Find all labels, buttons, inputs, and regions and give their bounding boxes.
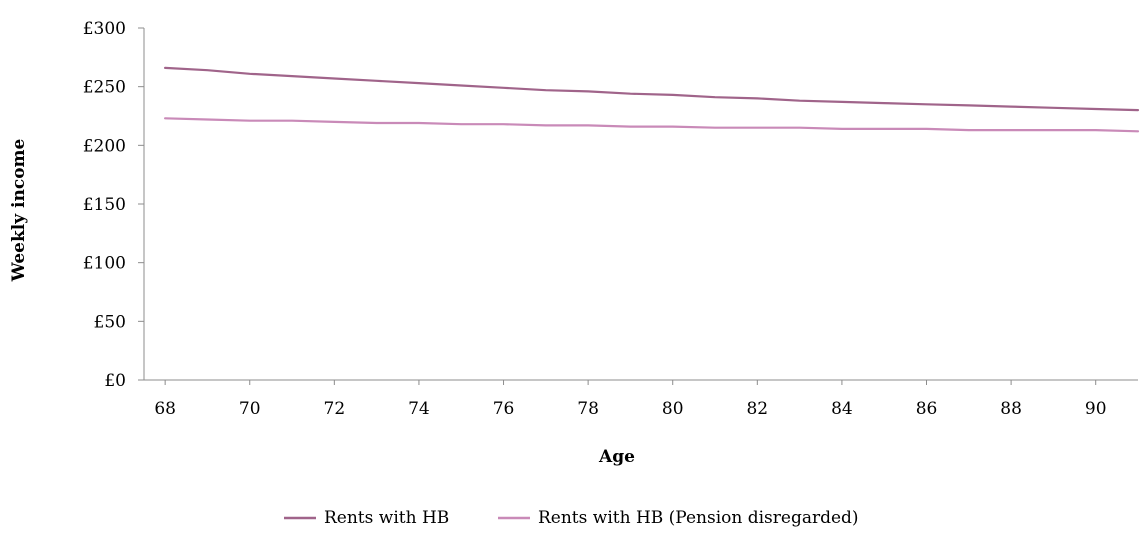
x-axis-title: Age [598,447,635,467]
x-tick-label: 68 [154,399,176,419]
y-tick-label: £50 [94,312,126,332]
series-line-1 [164,66,1140,112]
y-tick-label: £100 [83,254,126,274]
y-tick-label: £200 [83,136,126,156]
ticks-layer: £0 £50 £100 £150 £200 £250 £300 68 70 72 74 76 78 80 8… [83,19,1138,419]
x-tick-label: 78 [577,399,599,419]
legend-label-2: Rents with HB (Pension disregarded) [538,508,859,528]
y-axis-title: Weekly income [9,138,29,282]
x-tick-label: 80 [662,399,684,419]
x-tick-label: 82 [746,399,768,419]
series-layer [164,66,1140,133]
x-tick-label: 70 [239,399,261,419]
legend-label-1: Rents with HB [324,508,449,528]
y-tick-label: £300 [83,19,126,39]
x-tick-label: 84 [831,399,853,419]
x-tick-label: 72 [324,399,346,419]
x-tick-label: 90 [1085,399,1107,419]
x-tick-label: 74 [408,399,430,419]
legend: Rents with HB Rents with HB (Pension disr… [284,508,859,528]
x-tick-label: 76 [493,399,515,419]
y-tick-label: £150 [83,195,126,215]
x-tick-label: 88 [1000,399,1022,419]
x-tick-label: 86 [916,399,938,419]
series-line-2 [164,117,1140,133]
y-tick-label: £0 [104,371,126,391]
y-tick-label: £250 [83,78,126,98]
